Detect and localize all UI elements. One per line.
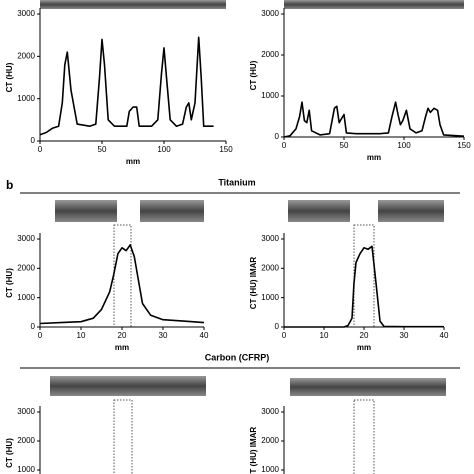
y-tick-label: 1000 — [17, 465, 35, 474]
implant-outline — [113, 399, 133, 474]
y-tick-label: 2000 — [261, 50, 279, 59]
x-axis-label: mm — [126, 157, 140, 166]
implant-outline — [113, 224, 132, 328]
ct-strip — [288, 200, 350, 222]
x-tick-label: 100 — [157, 145, 171, 154]
y-axis-label: CT (HU) IMAR — [249, 257, 258, 310]
y-tick-label: 0 — [275, 322, 280, 331]
x-tick-label: 0 — [282, 141, 287, 150]
y-axis-label: CT (HU) — [5, 438, 14, 468]
section-title: Carbon (CFRP) — [205, 352, 270, 362]
panel-label: b — [6, 178, 13, 192]
x-tick-label: 150 — [457, 141, 471, 150]
y-tick-label: 2000 — [261, 436, 279, 445]
y-tick-label: 3000 — [17, 234, 35, 243]
y-tick-label: 0 — [31, 322, 36, 331]
y-tick-label: 3000 — [261, 407, 279, 416]
x-tick-label: 40 — [440, 331, 449, 340]
ct-strip — [140, 200, 204, 222]
x-tick-label: 0 — [282, 331, 287, 340]
y-tick-label: 0 — [31, 136, 36, 145]
y-axis-label: CT (HU) — [5, 268, 14, 298]
y-tick-label: 2000 — [17, 263, 35, 272]
x-tick-label: 10 — [77, 331, 86, 340]
y-tick-label: 1000 — [17, 293, 35, 302]
x-tick-label: 0 — [38, 331, 43, 340]
y-tick-label: 0 — [275, 132, 280, 141]
y-tick-label: 2000 — [17, 51, 35, 60]
data-line — [284, 245, 444, 328]
x-tick-label: 0 — [38, 145, 43, 154]
x-tick-label: 40 — [200, 331, 209, 340]
implant-outline — [353, 399, 375, 474]
x-tick-label: 30 — [400, 331, 409, 340]
x-tick-label: 20 — [360, 331, 369, 340]
ct-strip — [40, 0, 226, 9]
x-tick-label: 10 — [320, 331, 329, 340]
x-tick-label: 30 — [159, 331, 168, 340]
y-tick-label: 1000 — [261, 293, 279, 302]
y-tick-label: 3000 — [17, 407, 35, 416]
y-axis-label: CT (HU) — [249, 60, 258, 90]
y-tick-label: 1000 — [261, 91, 279, 100]
x-tick-label: 20 — [118, 331, 127, 340]
x-tick-label: 50 — [98, 145, 107, 154]
ct-strip — [55, 200, 117, 222]
y-tick-label: 2000 — [261, 263, 279, 272]
y-tick-label: 1000 — [17, 94, 35, 103]
y-tick-label: 3000 — [261, 9, 279, 18]
x-tick-label: 150 — [219, 145, 233, 154]
implant-outline — [353, 224, 375, 328]
x-tick-label: 50 — [340, 141, 349, 150]
data-line — [39, 244, 205, 325]
y-tick-label: 1000 — [261, 465, 279, 474]
x-axis-label: mm — [357, 343, 371, 352]
y-tick-label: 3000 — [17, 9, 35, 18]
ct-strip — [290, 378, 446, 396]
y-tick-label: 2000 — [17, 436, 35, 445]
ct-strip — [378, 200, 444, 222]
x-tick-label: 100 — [397, 141, 411, 150]
y-axis-label: CT (HU) IMAR — [249, 427, 258, 474]
x-axis-label: mm — [367, 153, 381, 162]
data-line — [283, 101, 465, 138]
y-axis-label: CT (HU) — [5, 62, 14, 92]
section-title: Titanium — [218, 177, 255, 187]
ct-strip — [284, 0, 464, 9]
x-axis-label: mm — [115, 343, 129, 352]
data-line — [39, 36, 214, 136]
y-tick-label: 3000 — [261, 234, 279, 243]
ct-strip — [50, 376, 206, 396]
